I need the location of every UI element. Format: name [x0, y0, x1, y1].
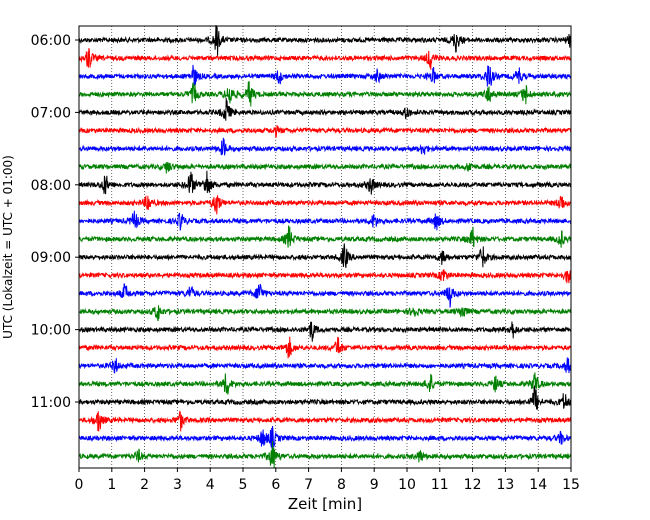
seismic-trace-0700 — [78, 97, 572, 121]
seismic-trace-1100 — [78, 384, 572, 410]
x-axis-label: Zeit [min] — [288, 495, 362, 513]
seismic-trace-0615 — [78, 48, 572, 70]
x-tick-label: 14 — [529, 477, 547, 493]
x-tick-label: 6 — [271, 477, 280, 493]
x-tick-label: 9 — [370, 477, 379, 493]
y-tick-label: 06:00 — [31, 33, 71, 49]
seismic-trace-0830 — [78, 210, 572, 231]
x-tick-label: 8 — [337, 477, 346, 493]
x-tick-label: 5 — [239, 477, 248, 493]
seismic-trace-1045 — [78, 372, 572, 395]
seismic-trace-0730 — [78, 137, 572, 156]
seismic-trace-1130 — [78, 425, 572, 450]
y-axis-ticks: 06:00 07:00 08:00 09:00 10:00 11:00 — [31, 33, 79, 411]
seismic-trace-0800 — [78, 170, 572, 195]
seismic-trace-0745 — [78, 162, 572, 174]
y-tick-label: 09:00 — [31, 250, 71, 266]
x-tick-label: 10 — [398, 477, 416, 493]
x-tick-label: 0 — [75, 477, 84, 493]
seismic-trace-0600 — [78, 25, 572, 56]
seismic-trace-0900 — [78, 243, 572, 268]
seismic-trace-1015 — [78, 336, 572, 359]
x-tick-label: 2 — [140, 477, 149, 493]
seismic-trace-0630 — [78, 64, 572, 87]
y-axis-label: UTC (Lokalzeit = UTC + 01:00) — [1, 155, 15, 339]
seismic-trace-0815 — [78, 195, 572, 215]
seismic-trace-1030 — [78, 357, 572, 374]
seismic-trace-1000 — [78, 321, 572, 342]
trace-group — [78, 25, 572, 468]
seismic-trace-0945 — [78, 305, 572, 322]
x-tick-label: 12 — [464, 477, 482, 493]
seismic-trace-0715 — [78, 125, 572, 138]
y-tick-label: 08:00 — [31, 178, 71, 194]
x-tick-label: 7 — [304, 477, 313, 493]
x-tick-label: 13 — [496, 477, 514, 493]
y-tick-label: 11:00 — [31, 395, 71, 411]
x-tick-label: 4 — [206, 477, 215, 493]
plot-frame — [78, 25, 572, 469]
seismic-trace-0645 — [78, 81, 572, 107]
seismic-trace-1115 — [78, 410, 572, 432]
x-tick-label: 1 — [107, 477, 116, 493]
x-tick-label: 3 — [173, 477, 182, 493]
seismic-trace-0845 — [78, 225, 572, 248]
seismic-trace-0930 — [78, 283, 572, 308]
seismic-trace-1145 — [78, 441, 572, 468]
x-tick-label: 15 — [562, 477, 580, 493]
y-tick-label: 10:00 — [31, 323, 71, 339]
y-tick-label: 07:00 — [31, 105, 71, 121]
x-tick-label: 11 — [431, 477, 449, 493]
seismic-trace-0915 — [78, 269, 572, 284]
x-axis-ticks: 0 1 2 3 4 5 6 7 8 9 10 11 12 13 14 15 — [75, 468, 580, 493]
